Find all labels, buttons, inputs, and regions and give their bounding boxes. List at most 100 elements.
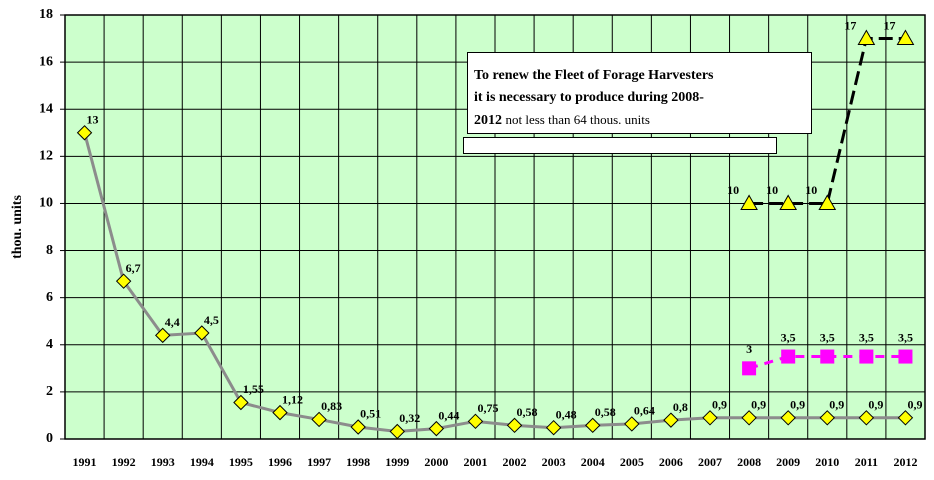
data-label: 0,9 (712, 398, 727, 412)
x-tick-label: 2001 (463, 455, 487, 469)
data-label: 1,12 (282, 392, 303, 406)
marker (780, 410, 796, 426)
y-tick-label: 0 (46, 431, 53, 446)
data-label: 0,83 (321, 399, 342, 413)
marker (858, 410, 875, 426)
marker (233, 394, 249, 411)
series-line (748, 355, 906, 370)
x-tick-label: 2011 (855, 455, 878, 469)
data-label: 1,55 (243, 382, 264, 396)
x-tick-label: 2008 (737, 455, 761, 469)
marker (857, 29, 876, 46)
x-tick-label: 2006 (659, 455, 683, 469)
data-label: 10 (727, 183, 739, 197)
y-tick-label: 6 (46, 290, 53, 305)
marker (428, 420, 445, 437)
y-tick-label: 2 (46, 384, 53, 399)
plot-border (64, 14, 926, 440)
data-label: 17 (844, 18, 856, 32)
annotation-line: 2012 (474, 113, 502, 128)
x-tick-label: 2000 (424, 455, 448, 469)
marker (115, 273, 132, 289)
x-tick-label: 1994 (190, 455, 214, 469)
data-label: 3,5 (820, 330, 835, 344)
x-tick-label: 2004 (581, 455, 605, 469)
y-tick-label: 18 (39, 7, 53, 22)
data-label: 0,48 (556, 407, 577, 421)
data-label: 0,75 (477, 401, 498, 415)
y-tick-label: 16 (39, 54, 53, 69)
y-tick-label: 10 (39, 196, 53, 211)
annotation-box: To renew the Fleet of Forage Harvesters … (467, 52, 812, 134)
data-label: 0,51 (360, 407, 381, 421)
y-tick-label: 4 (46, 337, 53, 352)
x-tick-label: 2007 (698, 455, 722, 469)
data-label: 0,58 (517, 405, 538, 419)
x-tick-label: 1991 (73, 455, 97, 469)
marker (702, 410, 718, 426)
marker (663, 412, 679, 428)
marker (272, 404, 288, 421)
data-label: 4,4 (165, 315, 180, 329)
data-label: 17 (883, 18, 895, 32)
annotation-line: not less than 64 thous. units (505, 112, 650, 127)
data-label: 0,9 (829, 398, 844, 412)
data-label: 3,5 (781, 330, 796, 344)
y-tick-label: 14 (39, 101, 53, 116)
marker (859, 349, 874, 364)
data-label: 13 (87, 113, 99, 127)
marker (781, 349, 796, 364)
marker (545, 419, 562, 436)
x-tick-label: 2005 (620, 455, 644, 469)
marker (742, 361, 757, 376)
data-label: 6,7 (126, 261, 141, 275)
marker (779, 194, 798, 210)
data-label: 0,8 (673, 400, 688, 414)
x-tick-label: 1992 (112, 455, 136, 469)
data-label: 0,9 (868, 398, 883, 412)
marker (897, 410, 914, 426)
data-label: 0,9 (907, 398, 922, 412)
data-label: 0,9 (790, 398, 805, 412)
marker (506, 417, 523, 434)
marker (467, 413, 484, 430)
marker (311, 411, 327, 428)
marker (585, 417, 601, 434)
data-label: 3 (746, 342, 752, 356)
marker (194, 325, 210, 341)
marker (741, 410, 757, 426)
marker (155, 327, 171, 344)
x-tick-label: 2009 (776, 455, 800, 469)
data-label: 10 (805, 183, 817, 197)
x-tick-label: 1995 (229, 455, 253, 469)
x-tick-label: 1997 (307, 455, 331, 469)
data-label: 0,58 (595, 405, 616, 419)
marker (818, 194, 837, 210)
empty-box (463, 137, 777, 154)
data-label: 0,64 (634, 404, 655, 418)
y-axis-label: thou. units (10, 195, 25, 259)
x-tick-label: 1993 (151, 455, 175, 469)
x-tick-label: 2003 (542, 455, 566, 469)
data-label: 3,5 (859, 330, 874, 344)
data-label: 3,5 (898, 330, 913, 344)
data-label: 0,44 (438, 408, 459, 422)
data-label: 4,5 (204, 313, 219, 327)
x-tick-label: 2010 (815, 455, 839, 469)
marker (898, 349, 913, 364)
series-line (83, 132, 906, 433)
x-tick-label: 1996 (268, 455, 292, 469)
x-tick-label: 1998 (346, 455, 370, 469)
marker (76, 125, 93, 141)
annotation-line: it is necessary to produce during 2008- (474, 90, 704, 105)
x-tick-label: 2002 (503, 455, 527, 469)
marker (350, 419, 366, 435)
data-label: 10 (766, 183, 778, 197)
y-tick-label: 12 (39, 149, 53, 164)
marker (896, 29, 915, 46)
marker (389, 423, 405, 440)
marker (740, 194, 758, 210)
data-label: 0,32 (399, 411, 420, 425)
annotation-line: To renew the Fleet of Forage Harvesters (474, 68, 714, 83)
